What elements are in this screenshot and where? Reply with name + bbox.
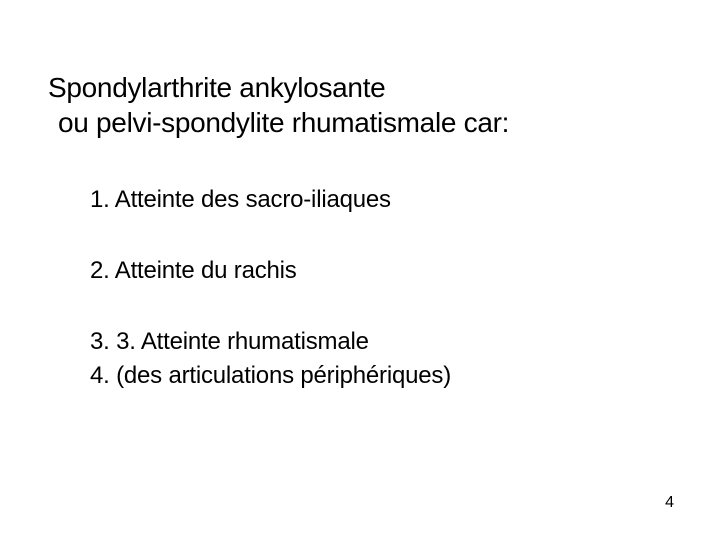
- slide-body: 1. Atteinte des sacro-iliaques 2. Attein…: [48, 184, 672, 391]
- slide: Spondylarthrite ankylosante ou pelvi-spo…: [0, 0, 720, 540]
- title-line-1: Spondylarthrite ankylosante: [48, 70, 672, 105]
- title-line-2: ou pelvi-spondylite rhumatismale car:: [48, 105, 672, 140]
- page-number: 4: [665, 494, 674, 512]
- list-item: 4. (des articulations périphériques): [90, 360, 672, 391]
- list-item: 2. Atteinte du rachis: [90, 255, 672, 286]
- list-item: 1. Atteinte des sacro-iliaques: [90, 184, 672, 215]
- slide-title: Spondylarthrite ankylosante ou pelvi-spo…: [48, 70, 672, 140]
- list-item: 3. 3. Atteinte rhumatismale: [90, 326, 672, 357]
